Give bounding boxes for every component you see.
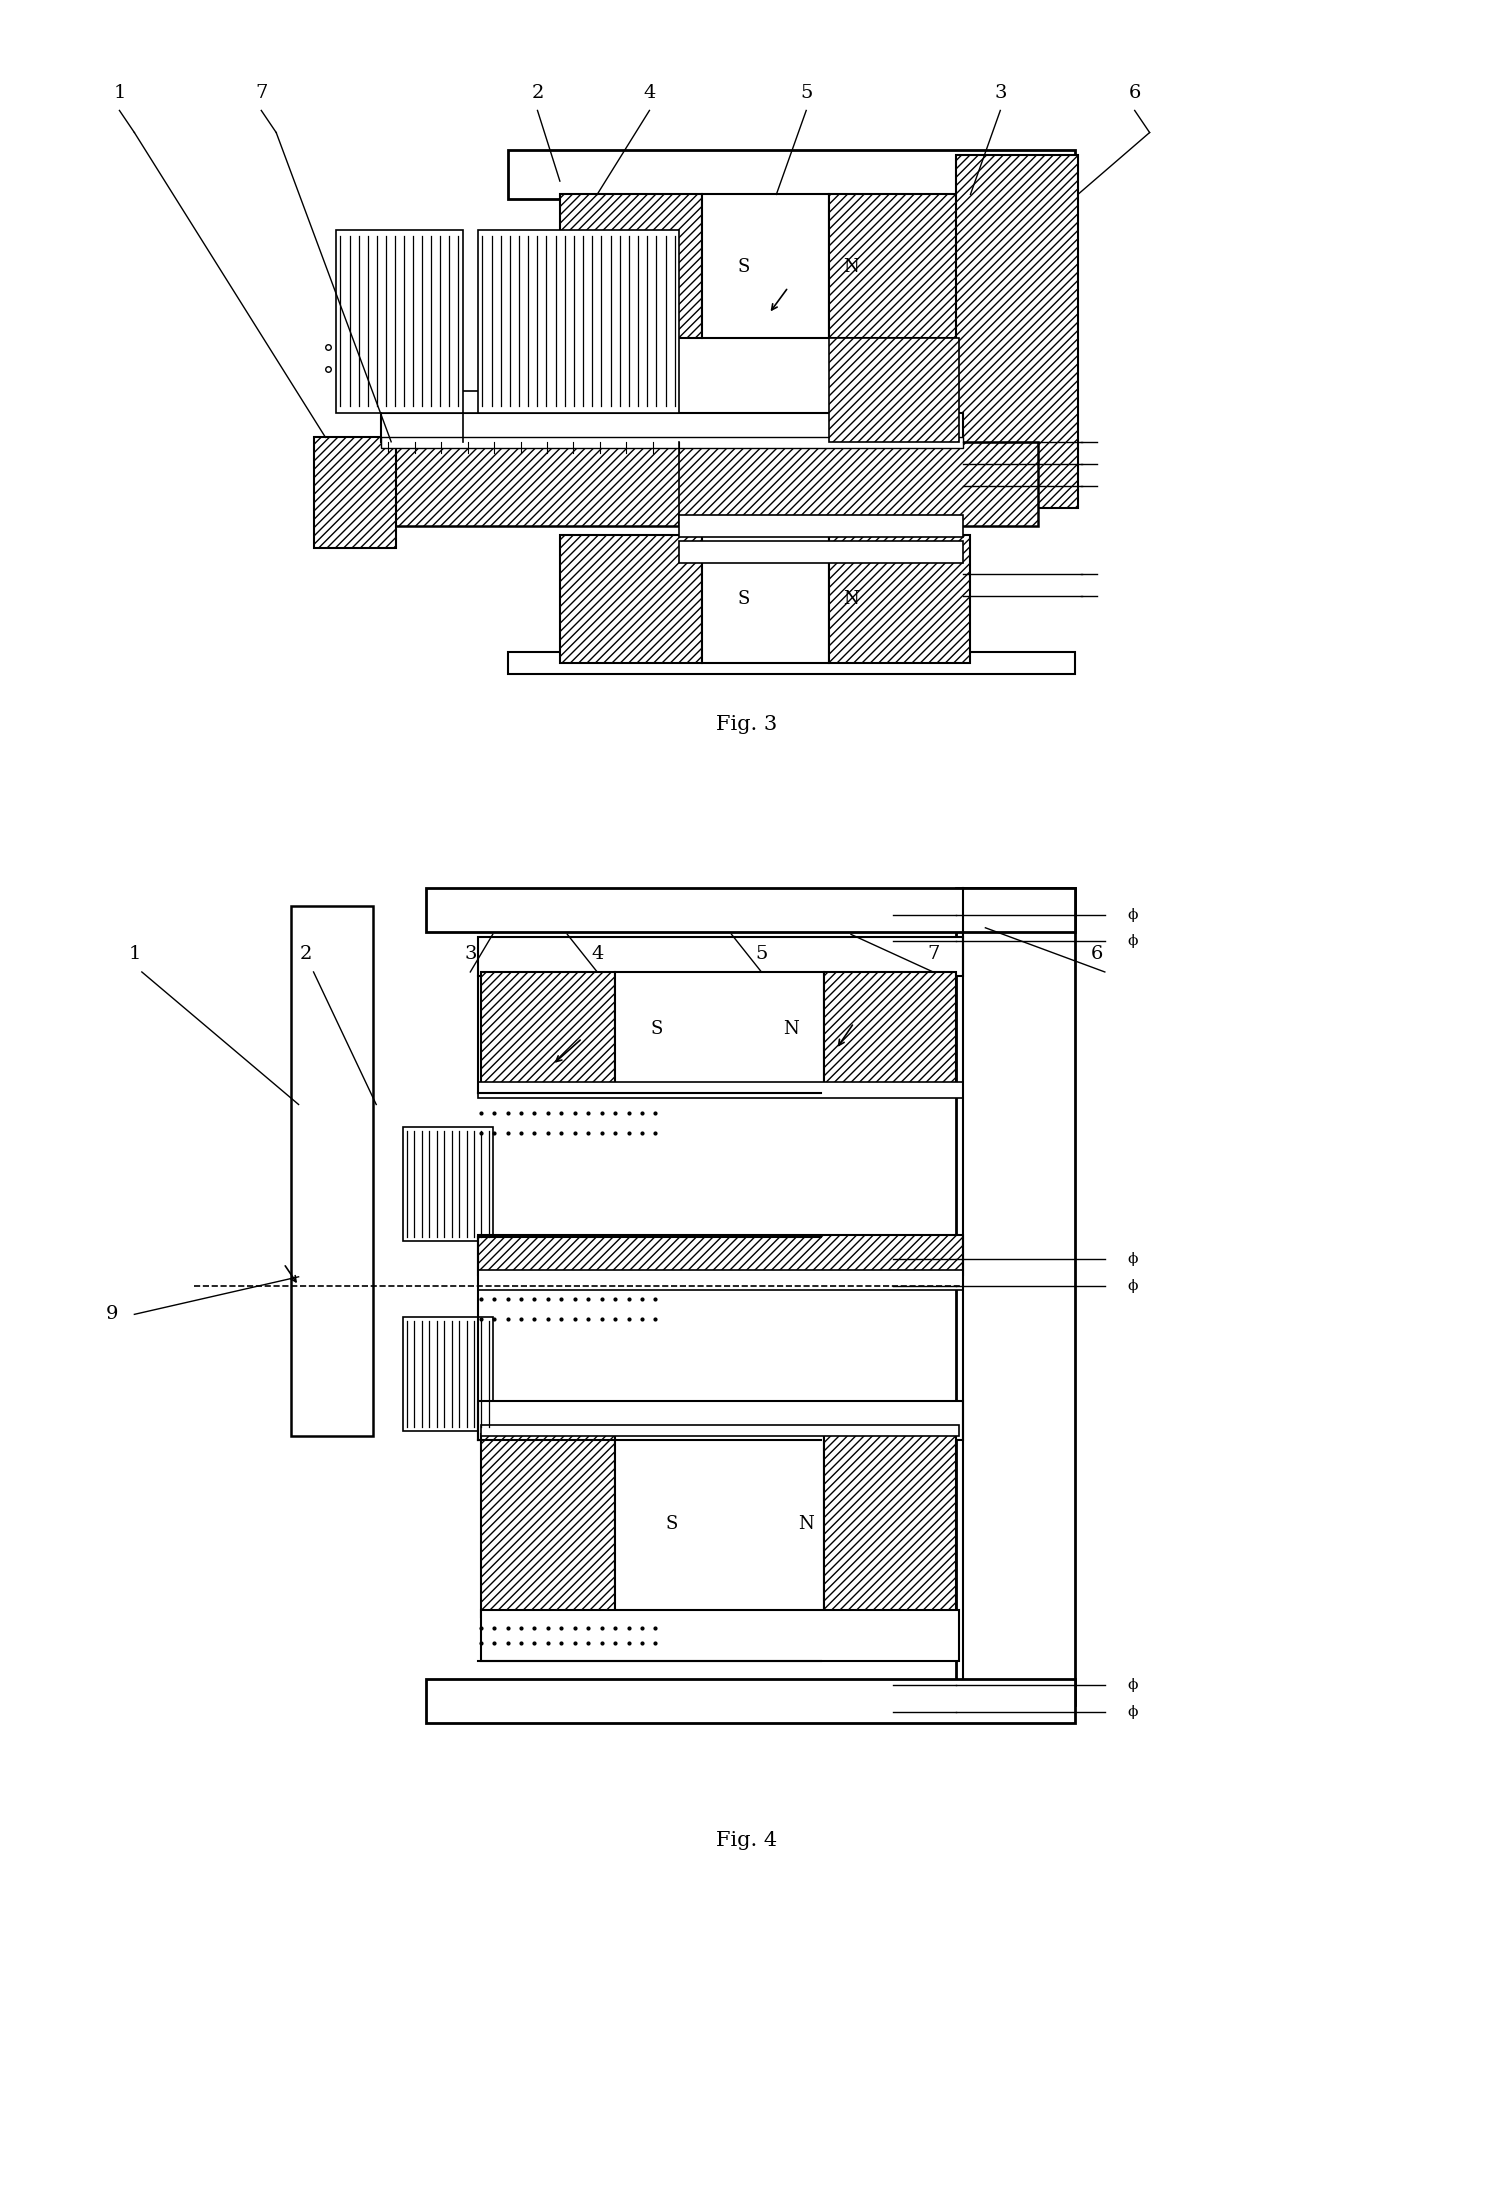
Bar — [478, 1401, 963, 1440]
Text: 5: 5 — [800, 84, 812, 102]
Bar — [508, 150, 1075, 199]
Bar — [702, 535, 829, 663]
Text: N: N — [844, 590, 858, 607]
Text: ϕ: ϕ — [1127, 1279, 1138, 1292]
Text: ϕ: ϕ — [1127, 1679, 1138, 1692]
Bar — [829, 338, 959, 442]
Bar — [481, 1434, 615, 1617]
Text: 5: 5 — [755, 945, 767, 963]
Bar — [508, 652, 1075, 674]
Text: ϕ: ϕ — [1127, 934, 1138, 948]
Text: 4: 4 — [591, 945, 603, 963]
Bar — [615, 1434, 824, 1617]
Bar — [381, 442, 1038, 526]
Bar — [956, 155, 1078, 508]
Text: 9: 9 — [106, 1306, 118, 1323]
Text: 2: 2 — [532, 84, 543, 102]
Text: 4: 4 — [643, 84, 655, 102]
Text: 7: 7 — [255, 84, 267, 102]
Bar — [679, 541, 963, 563]
Text: 3: 3 — [464, 945, 476, 963]
Text: Fig. 4: Fig. 4 — [717, 1831, 776, 1849]
Bar — [478, 230, 679, 413]
Text: 1: 1 — [128, 945, 140, 963]
Bar — [824, 972, 956, 1089]
Bar — [824, 1434, 956, 1617]
Text: 6: 6 — [1129, 84, 1141, 102]
Bar — [291, 906, 373, 1436]
Text: 2: 2 — [300, 945, 312, 963]
Text: S: S — [651, 1021, 663, 1038]
Text: S: S — [666, 1515, 678, 1533]
Bar — [478, 1235, 963, 1275]
Text: ϕ: ϕ — [1127, 1705, 1138, 1719]
Bar — [702, 194, 829, 338]
Bar — [478, 937, 963, 976]
Bar — [381, 437, 963, 448]
Bar — [829, 535, 970, 663]
Bar — [679, 515, 963, 537]
Bar — [381, 413, 963, 442]
Bar — [481, 1610, 959, 1661]
Bar — [478, 1270, 963, 1290]
Bar — [426, 1679, 1075, 1723]
Text: Fig. 3: Fig. 3 — [715, 716, 778, 733]
Bar — [560, 535, 702, 663]
Text: 6: 6 — [1091, 945, 1103, 963]
Bar — [314, 437, 396, 548]
Bar — [426, 888, 1075, 932]
Bar — [829, 194, 970, 338]
Bar — [956, 888, 1075, 1705]
Bar — [481, 1425, 959, 1436]
Bar — [560, 194, 702, 338]
Text: 1: 1 — [113, 84, 125, 102]
Text: 3: 3 — [994, 84, 1006, 102]
Text: N: N — [799, 1515, 814, 1533]
Text: S: S — [738, 258, 749, 276]
Bar — [478, 1082, 963, 1098]
Bar — [481, 972, 615, 1089]
Bar — [615, 972, 824, 1089]
Text: N: N — [844, 258, 858, 276]
Bar — [336, 230, 463, 413]
Text: 7: 7 — [927, 945, 939, 963]
Text: ϕ: ϕ — [1127, 908, 1138, 921]
Bar — [403, 1127, 493, 1241]
Bar — [403, 1317, 493, 1431]
Text: N: N — [784, 1021, 799, 1038]
Bar — [381, 391, 590, 413]
Text: S: S — [738, 590, 749, 607]
Text: ϕ: ϕ — [1127, 1253, 1138, 1266]
